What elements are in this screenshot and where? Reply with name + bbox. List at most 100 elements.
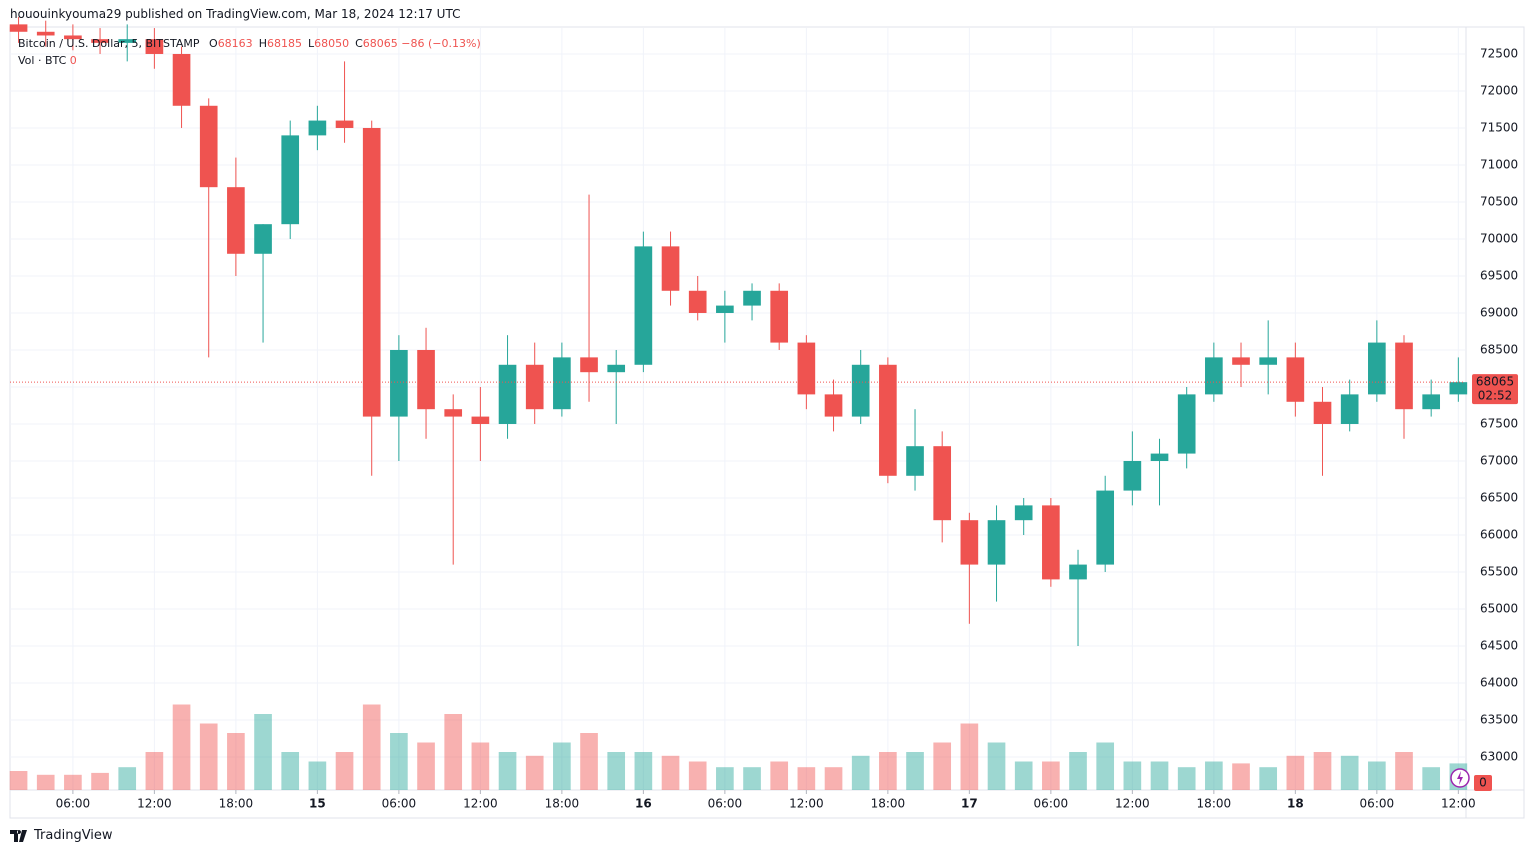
y-tick-label: 71500 bbox=[1480, 120, 1518, 134]
candle-body bbox=[362, 127, 381, 417]
brand-logo bbox=[10, 829, 27, 842]
ohlc: O68163 H68185 L68050 C68065 bbox=[203, 37, 398, 50]
frame bbox=[9, 26, 1525, 819]
y-tick-label: 70000 bbox=[1480, 231, 1518, 245]
candle-body bbox=[1422, 394, 1441, 410]
x-tick-label: 12:00 bbox=[789, 797, 824, 811]
y-tick-label: 72500 bbox=[1480, 46, 1518, 60]
volume-bar bbox=[851, 755, 870, 790]
y-tick-label: 69500 bbox=[1480, 268, 1518, 282]
x-tick-label: 06:00 bbox=[56, 797, 91, 811]
candle-body bbox=[1232, 357, 1250, 365]
candle-body bbox=[716, 305, 734, 313]
ohlc-value: 68050 bbox=[314, 37, 350, 50]
y-tick-label: 71000 bbox=[1480, 157, 1518, 171]
candle-body bbox=[661, 246, 680, 291]
brand: TradingView bbox=[34, 828, 113, 843]
candle-body bbox=[906, 446, 924, 476]
volume-bar bbox=[1123, 761, 1142, 790]
volume-bar bbox=[987, 742, 1006, 790]
candle-body bbox=[199, 105, 218, 188]
candle-body bbox=[1042, 505, 1060, 580]
volume-bar bbox=[960, 723, 979, 790]
volume-bar bbox=[1422, 767, 1441, 790]
volume-title: Vol · BTC bbox=[18, 54, 67, 67]
x-tick-label: 06:00 bbox=[1034, 797, 1069, 811]
volume-bar bbox=[254, 714, 272, 790]
candle-body bbox=[227, 187, 245, 254]
candle-body bbox=[1449, 382, 1468, 395]
candle-body bbox=[281, 135, 300, 225]
ohlc-value: 68185 bbox=[266, 37, 302, 50]
volume-pane bbox=[9, 704, 1468, 790]
y-tick-label: 69000 bbox=[1480, 305, 1518, 319]
volume-bar bbox=[580, 733, 598, 790]
y-tick-label: 68500 bbox=[1480, 342, 1518, 356]
countdown: 02:52 bbox=[1478, 389, 1513, 403]
candle-body bbox=[960, 520, 979, 565]
volume-bar bbox=[199, 723, 218, 790]
volume-bar bbox=[879, 752, 897, 790]
candle-body bbox=[525, 364, 544, 410]
candle-body bbox=[444, 409, 463, 417]
x-tick-label: 06:00 bbox=[1360, 797, 1395, 811]
volume-bar bbox=[797, 767, 816, 790]
volume-bar bbox=[607, 752, 626, 790]
volume-bar bbox=[1313, 752, 1332, 790]
change: −86 (−0.13%) bbox=[401, 37, 481, 50]
volume-bar bbox=[36, 774, 55, 790]
volume-bar bbox=[498, 752, 517, 790]
candle-body bbox=[1123, 460, 1142, 491]
candle-body bbox=[1259, 357, 1278, 365]
volume-bar bbox=[1286, 755, 1305, 790]
candle-body bbox=[1340, 394, 1359, 424]
ohlc-label: L bbox=[307, 37, 315, 50]
volume-bar bbox=[1259, 767, 1278, 790]
last-price-box bbox=[1472, 374, 1518, 405]
candle-body bbox=[1368, 342, 1386, 395]
volume-bar bbox=[417, 742, 435, 790]
candle-body bbox=[1014, 505, 1033, 521]
candle-body bbox=[91, 39, 109, 43]
volume-row: Vol · BTC 0 bbox=[18, 52, 481, 69]
candle-body bbox=[824, 394, 843, 417]
ohlc-label: O bbox=[209, 37, 218, 50]
candle-body bbox=[1313, 401, 1332, 424]
candle-body bbox=[145, 39, 164, 54]
header-text: hououinkyouma29 published on TradingView… bbox=[10, 7, 461, 21]
volume-bar bbox=[770, 761, 789, 790]
volume-bar bbox=[227, 733, 245, 790]
candle-body bbox=[417, 349, 435, 410]
candle-body bbox=[987, 520, 1006, 565]
volume-last: 0 bbox=[69, 54, 77, 67]
volume-bar bbox=[1177, 767, 1196, 790]
candle-body bbox=[1069, 564, 1087, 580]
publish-header: hououinkyouma29 published on TradingView… bbox=[10, 7, 460, 21]
volume-bar bbox=[444, 714, 463, 790]
y-tick-label: 64500 bbox=[1480, 638, 1518, 652]
volume-bar bbox=[1096, 742, 1115, 790]
volume-last-box bbox=[1474, 775, 1492, 791]
volume-bar bbox=[335, 752, 354, 790]
volume-bar bbox=[308, 761, 327, 790]
candle-body bbox=[64, 35, 82, 40]
candle-body bbox=[498, 364, 517, 424]
volume-bar bbox=[634, 752, 653, 790]
x-tick-label: 15 bbox=[309, 797, 326, 811]
candle-body bbox=[471, 416, 490, 424]
candle-body bbox=[879, 364, 897, 476]
candle-body bbox=[770, 290, 789, 343]
footer: TradingView bbox=[10, 828, 113, 843]
candle-body bbox=[118, 39, 137, 43]
candle-body bbox=[1096, 490, 1115, 565]
candle-body bbox=[308, 120, 327, 136]
candle-body bbox=[634, 246, 653, 365]
y-tick-label: 72000 bbox=[1480, 83, 1518, 97]
volume-bar bbox=[1232, 763, 1250, 790]
ohlc-value: 68163 bbox=[217, 37, 253, 50]
x-tick-label: 12:00 bbox=[1441, 797, 1476, 811]
volume-bar bbox=[716, 767, 734, 790]
volume-bar bbox=[1014, 761, 1033, 790]
volume-bar bbox=[145, 752, 164, 790]
volume-bar bbox=[64, 774, 82, 790]
